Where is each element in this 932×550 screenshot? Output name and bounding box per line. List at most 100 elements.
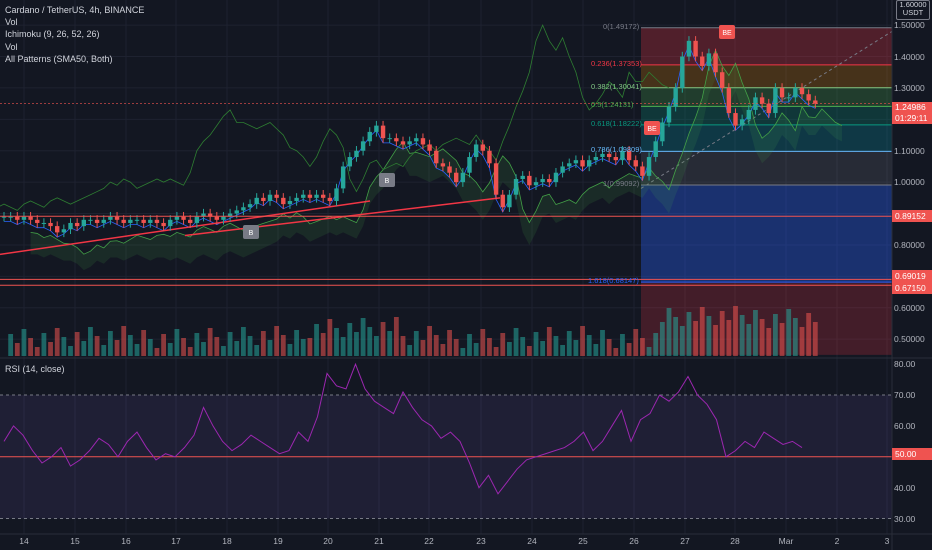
volume-bar	[812, 322, 818, 356]
candle-body	[207, 213, 213, 217]
volume-bar	[679, 326, 685, 356]
candle-body	[340, 166, 346, 189]
time-tick-label: 20	[323, 536, 333, 546]
candle-body	[261, 197, 266, 201]
volume-bar	[367, 327, 373, 356]
candle-body	[414, 138, 419, 142]
candle-body	[35, 219, 40, 223]
volume-bar	[453, 339, 459, 356]
pattern-marker-label: BE	[722, 30, 732, 37]
fib-zone	[641, 184, 892, 283]
candle-body	[713, 53, 718, 73]
volume-indicator-label-2[interactable]: Vol	[5, 41, 18, 52]
rsi-tick-label: 40.00	[894, 482, 916, 493]
fib-trend-line	[640, 30, 893, 189]
rsi-line	[3, 362, 803, 495]
volume-bar	[327, 319, 333, 356]
candle-body	[281, 197, 286, 205]
candle-body	[241, 207, 246, 211]
symbol-title[interactable]: Cardano / TetherUS, 4h, BINANCE	[5, 5, 145, 15]
candle-body	[813, 100, 818, 104]
last-price-value: 1.24986	[895, 102, 926, 112]
time-tick-label: 26	[629, 536, 639, 546]
candle-body	[41, 222, 47, 224]
fib-label: 0.786(1.09809)	[591, 145, 642, 155]
volume-bar	[360, 318, 366, 356]
volume-bar	[374, 336, 379, 356]
candle-body	[686, 40, 692, 57]
volume-bar	[739, 315, 745, 356]
currency-label: USDT	[902, 8, 924, 17]
candle-body	[793, 87, 798, 98]
volume-bar	[507, 342, 512, 356]
fib-zone	[641, 27, 892, 65]
candle-body	[314, 194, 319, 198]
volume-bar	[227, 332, 233, 356]
volume-bar	[420, 340, 426, 356]
fib-zone	[641, 87, 892, 107]
volume-indicator-label[interactable]: Vol	[5, 17, 18, 28]
pattern-marker-box	[644, 121, 660, 135]
candle-body	[1, 216, 7, 218]
candle-body	[620, 150, 625, 161]
volume-bar	[267, 340, 273, 356]
pattern-marker-box	[719, 25, 735, 39]
candle-body	[367, 131, 372, 142]
ichimoku-indicator-label[interactable]: Ichimoku (9, 26, 52, 26)	[5, 29, 100, 40]
fib-zone	[641, 106, 892, 125]
candle-body	[806, 94, 811, 101]
rsi-tick-label: 60.00	[894, 420, 916, 431]
candle-body	[294, 197, 299, 201]
fib-zone	[641, 64, 892, 88]
volume-bar	[440, 344, 446, 356]
candle-body	[154, 219, 160, 223]
volume-bar	[487, 338, 492, 356]
candle-body	[746, 109, 751, 120]
candle-body	[347, 157, 352, 167]
currency-box[interactable]: 1.60000 USDT	[896, 0, 930, 20]
volume-bar	[161, 334, 166, 356]
candle-body	[360, 141, 366, 151]
candle-body	[660, 122, 665, 142]
volume-bar	[201, 342, 206, 356]
candle-body	[407, 141, 412, 145]
candle-body	[74, 222, 80, 227]
volume-bar	[526, 346, 532, 356]
candle-body	[427, 144, 432, 151]
volume-bar	[633, 329, 639, 356]
candle-body	[520, 175, 525, 179]
last-price-box: 1.24986 01:29:11	[892, 102, 932, 124]
volume-bars	[8, 306, 818, 356]
volume-bar	[666, 308, 672, 356]
volume-bar	[460, 348, 466, 356]
fib-label: 1.618(0.68147)	[588, 276, 639, 286]
candle-body	[473, 144, 479, 158]
candle-body	[28, 216, 33, 220]
time-tick-label: 21	[374, 536, 384, 546]
candle-body	[21, 216, 27, 220]
candle-body	[327, 197, 333, 201]
candle-body	[101, 219, 106, 223]
candle-body	[400, 141, 406, 145]
candle-body	[573, 160, 579, 164]
volume-bar	[500, 333, 506, 356]
volume-bar	[533, 332, 539, 356]
volume-bar	[566, 331, 572, 356]
candle-body	[161, 222, 166, 227]
volume-bar	[88, 327, 93, 356]
rsi-legend[interactable]: RSI (14, close)	[5, 364, 65, 374]
candle-body	[234, 210, 239, 214]
patterns-indicator-label[interactable]: All Patterns (SMA50, Both)	[5, 53, 113, 64]
pattern-marker-label: B	[249, 230, 254, 237]
volume-bar	[108, 331, 113, 356]
volume-bar	[792, 318, 798, 356]
volume-bar	[746, 324, 752, 356]
volume-bar	[447, 330, 452, 356]
volume-bar	[713, 325, 718, 356]
time-tick-label: 28	[730, 536, 740, 546]
time-tick-label: 3	[884, 536, 890, 546]
volume-bar	[300, 339, 306, 356]
time-tick-label: Mar	[778, 536, 794, 546]
candle-body	[580, 160, 585, 167]
